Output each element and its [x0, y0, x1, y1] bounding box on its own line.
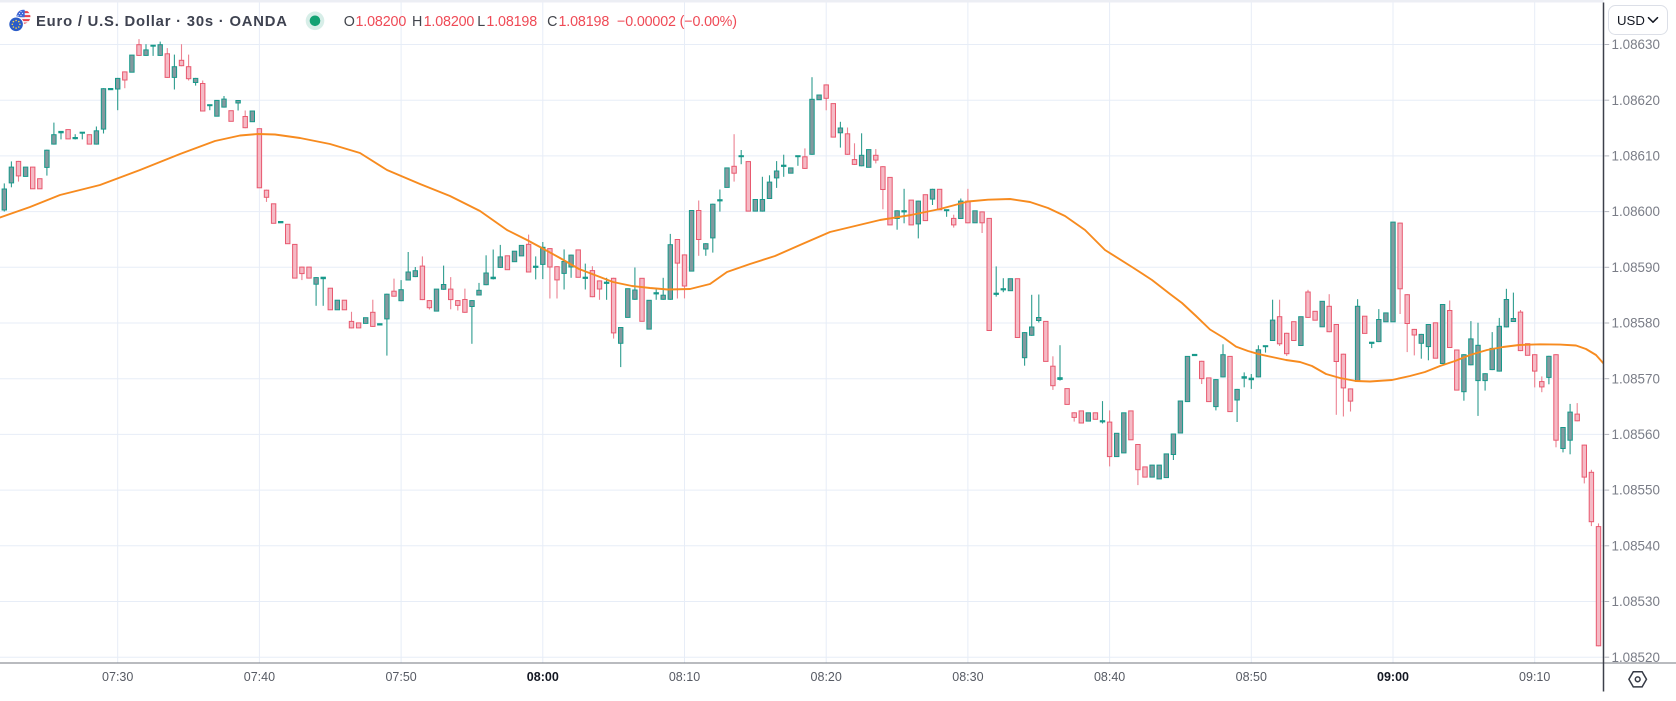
svg-text:L: L: [477, 14, 485, 30]
svg-text:09:00: 09:00: [1377, 670, 1409, 684]
svg-text:09:10: 09:10: [1519, 670, 1550, 684]
svg-text:1.08590: 1.08590: [1612, 260, 1660, 275]
svg-text:1.08540: 1.08540: [1612, 538, 1660, 553]
svg-text:07:30: 07:30: [102, 670, 133, 684]
svg-text:1.08560: 1.08560: [1612, 427, 1660, 442]
svg-text:1.08580: 1.08580: [1612, 316, 1660, 331]
svg-text:H: H: [412, 14, 422, 30]
svg-text:1.08200: 1.08200: [356, 14, 407, 30]
svg-text:USD: USD: [1617, 13, 1645, 28]
svg-text:08:10: 08:10: [669, 670, 700, 684]
svg-text:C: C: [547, 14, 557, 30]
svg-text:1.08200: 1.08200: [424, 14, 475, 30]
svg-text:Euro / U.S. Dollar · 30s · OAN: Euro / U.S. Dollar · 30s · OANDA: [36, 14, 288, 30]
svg-text:O: O: [344, 14, 355, 30]
svg-text:−0.00002 (−0.00%): −0.00002 (−0.00%): [617, 14, 737, 30]
svg-text:08:20: 08:20: [811, 670, 842, 684]
svg-text:1.08530: 1.08530: [1612, 594, 1660, 609]
svg-text:08:50: 08:50: [1236, 670, 1267, 684]
svg-text:1.08620: 1.08620: [1612, 93, 1660, 108]
svg-text:1.08550: 1.08550: [1612, 483, 1660, 498]
svg-text:1.08610: 1.08610: [1612, 149, 1660, 164]
svg-text:08:30: 08:30: [952, 670, 983, 684]
svg-text:07:50: 07:50: [385, 670, 416, 684]
svg-text:08:40: 08:40: [1094, 670, 1125, 684]
svg-text:08:00: 08:00: [527, 670, 559, 684]
svg-text:1.08198: 1.08198: [559, 14, 610, 30]
svg-text:1.08630: 1.08630: [1612, 37, 1660, 52]
svg-text:1.08520: 1.08520: [1612, 650, 1660, 665]
svg-text:1.08600: 1.08600: [1612, 204, 1660, 219]
svg-text:1.08198: 1.08198: [486, 14, 537, 30]
svg-text:1.08570: 1.08570: [1612, 371, 1660, 386]
svg-text:07:40: 07:40: [244, 670, 275, 684]
